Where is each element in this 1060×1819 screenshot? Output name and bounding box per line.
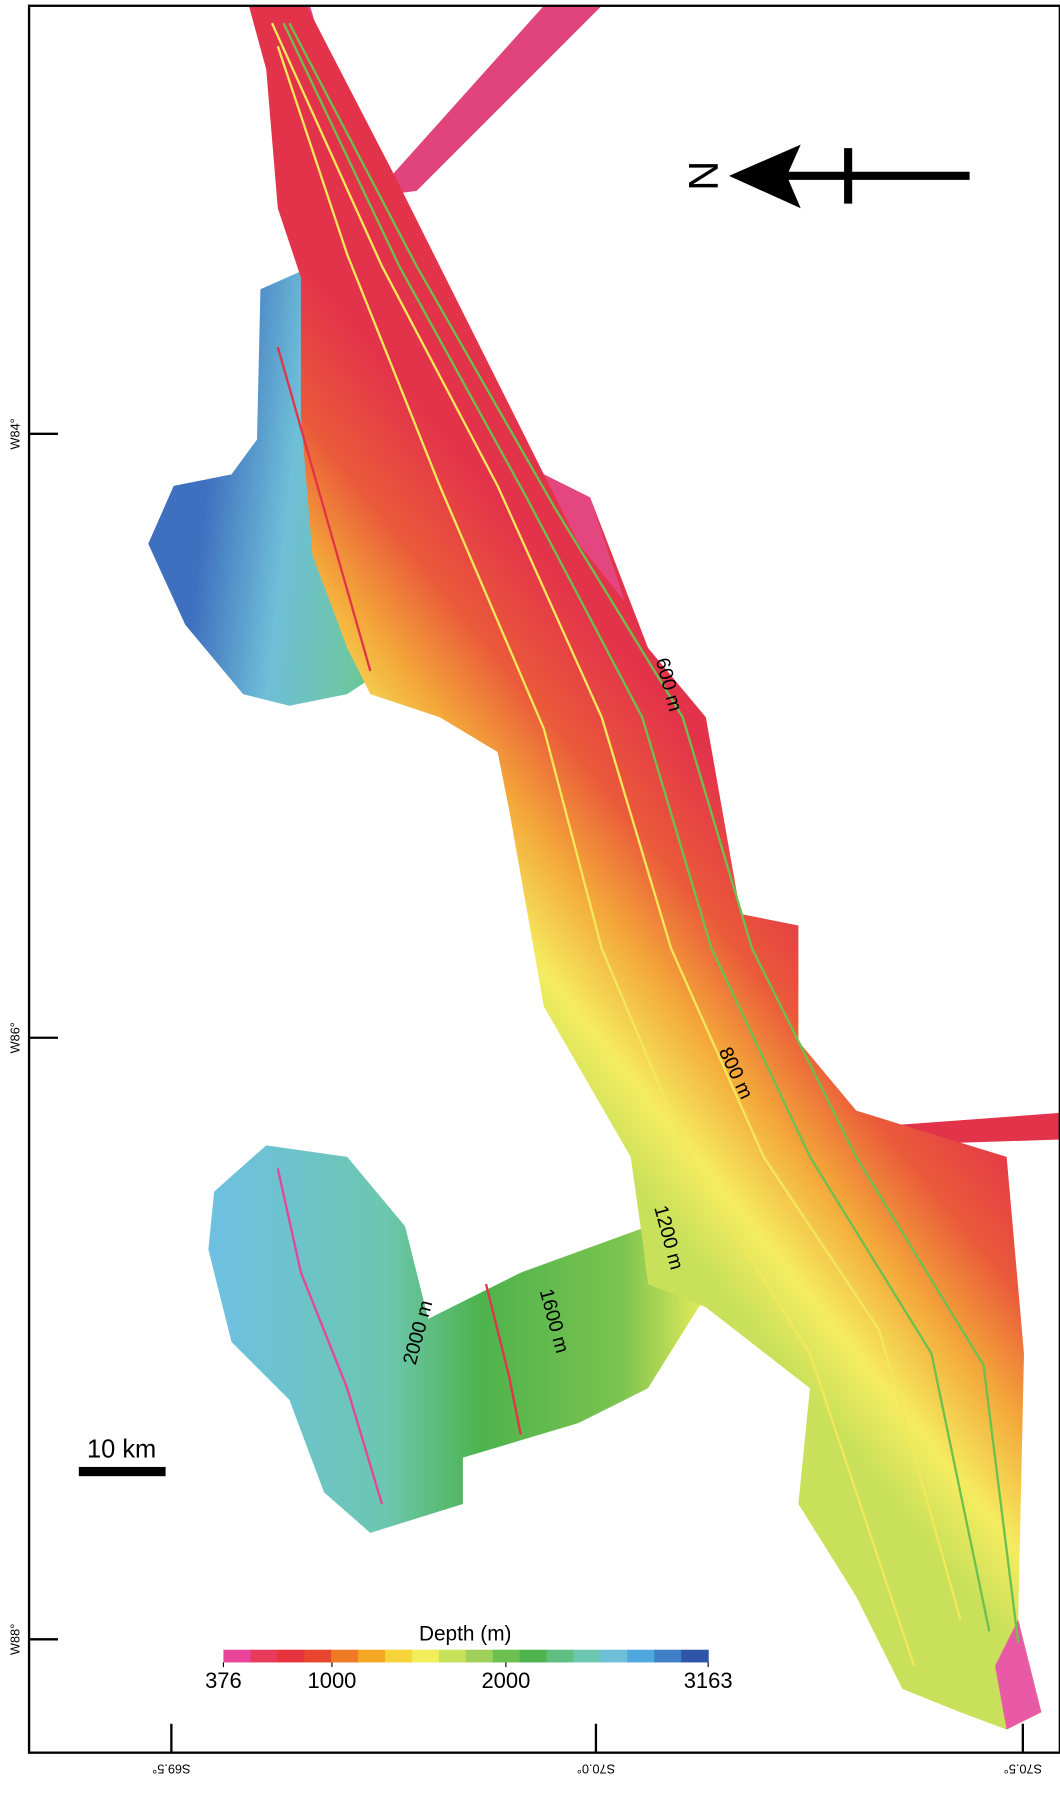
colorbar: Depth (m) 376 1000 2000 3163: [205, 1622, 733, 1692]
axis-label: W84°: [8, 418, 23, 449]
colorbar-segment: [358, 1650, 386, 1663]
colorbar-label: 376: [205, 1668, 242, 1693]
colorbar-segment: [304, 1650, 332, 1663]
colorbar-segment: [627, 1650, 655, 1663]
scale-bar-rect: [79, 1467, 166, 1476]
bathymetry-map: W84°W86°W88° S69.5°S70.0°S70.5° N 10 km …: [0, 0, 1060, 1814]
colorbar-segment: [466, 1650, 494, 1663]
axis-label: S69.5°: [152, 1761, 190, 1776]
colorbar-segment: [547, 1650, 575, 1663]
colorbar-title: Depth (m): [419, 1622, 512, 1645]
colorbar-segment: [520, 1650, 548, 1663]
axis-label: W88°: [8, 1624, 23, 1655]
axis-label: S70.0°: [577, 1761, 615, 1776]
north-arrow: N: [680, 145, 970, 209]
colorbar-label: 2000: [481, 1668, 530, 1693]
colorbar-segment: [412, 1650, 440, 1663]
colorbar-label: 1000: [308, 1668, 357, 1693]
bottom-axis: S69.5° S70.0° S70.5°: [152, 1724, 1042, 1777]
colorbar-segment: [681, 1650, 709, 1663]
survey-swaths: [148, 6, 1060, 1730]
north-label: N: [680, 161, 727, 191]
colorbar-segment: [600, 1650, 628, 1663]
colorbar-segment: [331, 1650, 359, 1663]
colorbar-label: 3163: [684, 1668, 733, 1693]
colorbar-segment: [223, 1650, 251, 1663]
scale-bar: 10 km: [79, 1436, 166, 1477]
colorbar-segment: [493, 1650, 521, 1663]
axis-label: W86°: [8, 1022, 23, 1053]
page: W84°W86°W88° S69.5°S70.0°S70.5° N 10 km …: [0, 0, 1060, 1814]
lobe-lower: [208, 1145, 705, 1533]
colorbar-segment: [574, 1650, 602, 1663]
pink-strip: [373, 6, 602, 197]
left-axis: W84° W86° W88°: [8, 418, 58, 1655]
colorbar-segment: [439, 1650, 467, 1663]
colorbar-segment: [250, 1650, 278, 1663]
colorbar-segment: [385, 1650, 413, 1663]
colorbar-segment: [277, 1650, 305, 1663]
axis-label: S70.5°: [1004, 1761, 1042, 1776]
scale-label: 10 km: [87, 1436, 156, 1464]
colorbar-segment: [654, 1650, 682, 1663]
